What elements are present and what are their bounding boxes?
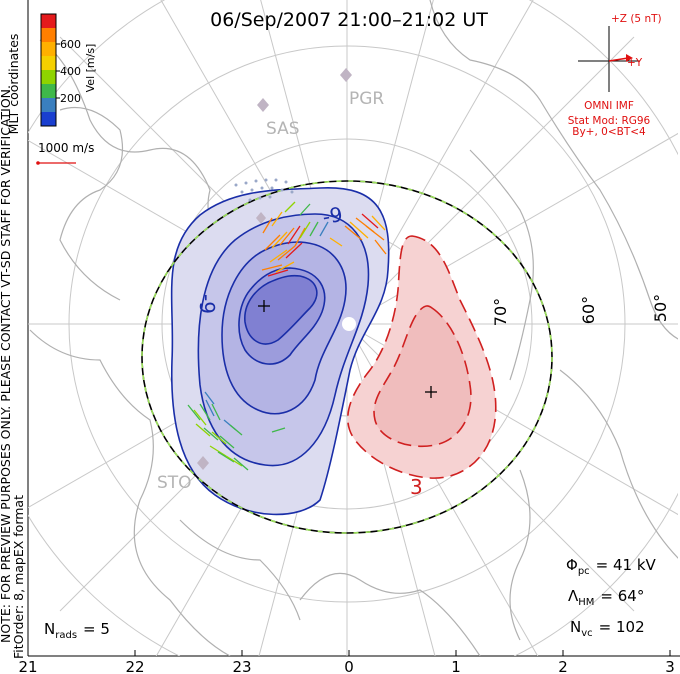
colorbar-swatch bbox=[41, 28, 56, 43]
mlt-coordinates-label: MLT coordinates bbox=[6, 34, 21, 135]
preview-note: NOTE: FOR PREVIEW PURPOSES ONLY. PLEASE … bbox=[0, 85, 13, 643]
imf-condition: By+, 0<BT<4 bbox=[572, 126, 646, 138]
map-title: 06/Sep/2007 21:00–21:02 UT bbox=[210, 9, 488, 31]
n-vc-sub: vc bbox=[581, 628, 592, 639]
colorbar-swatch bbox=[41, 98, 56, 113]
lambda-hm-stat: ΛHM = 64° bbox=[568, 587, 644, 608]
station-label-pgr: PGR bbox=[349, 89, 384, 109]
lambda-hm-value: = 64° bbox=[600, 587, 644, 605]
latitude-label-70: 70° bbox=[491, 298, 510, 326]
n-vc-value: = 102 bbox=[599, 618, 645, 636]
station-label-sto: STO bbox=[157, 473, 192, 493]
colorbar-tick-600: 600 bbox=[60, 38, 81, 51]
colorbar-swatch bbox=[41, 56, 56, 71]
n-rads-symbol: N bbox=[44, 620, 55, 638]
velocity-vectors-north bbox=[261, 201, 387, 277]
station-markers bbox=[197, 68, 352, 470]
imf-stat-mod: Stat Mod: RG96 bbox=[568, 115, 651, 127]
mlt-tick-label: 0 bbox=[344, 658, 354, 674]
pole-marker bbox=[342, 317, 356, 331]
fit-order-note: FitOrder: 8, mapEX format bbox=[11, 495, 26, 659]
phi-pc-value: = 41 kV bbox=[596, 556, 657, 574]
vector-origin-dots bbox=[234, 178, 294, 202]
velocity-scale-label: 1000 m/s bbox=[38, 141, 94, 155]
hm-boundary-dashed bbox=[141, 180, 553, 534]
imf-y-label: +Y bbox=[627, 57, 643, 69]
n-rads-stat: Nrads = 5 bbox=[44, 620, 110, 641]
colorbar-swatch bbox=[41, 84, 56, 99]
positive-potential-cell bbox=[347, 235, 497, 479]
contour-label-negative-2: -9 bbox=[195, 294, 219, 314]
lambda-hm-sub: HM bbox=[578, 597, 594, 608]
imf-indicator: +Z (5 nT) +Y OMNI IMF Stat Mod: RG96 By+… bbox=[568, 13, 662, 138]
contour-label-positive: 3 bbox=[410, 475, 423, 499]
colorbar-swatch bbox=[41, 42, 56, 57]
phi-pc-stat: Φpc = 41 kV bbox=[566, 556, 657, 577]
colorbar-swatch bbox=[41, 112, 56, 127]
mlt-tick-label: 1 bbox=[451, 658, 461, 674]
mlt-tick-label: 3 bbox=[665, 658, 675, 674]
mlt-tick-label: 22 bbox=[125, 658, 144, 674]
mlt-tick-label: 23 bbox=[232, 658, 251, 674]
mlt-axis: 21 22 23 0 1 2 3 bbox=[18, 650, 675, 674]
n-rads-sub: rads bbox=[55, 630, 77, 641]
latitude-label-60: 60° bbox=[579, 296, 598, 324]
map-statistics: Φpc = 41 kV ΛHM = 64° Nvc = 102 Nrads = 5 bbox=[44, 556, 657, 641]
imf-z-label: +Z (5 nT) bbox=[611, 13, 662, 25]
velocity-vectors-southwest bbox=[187, 391, 286, 471]
n-vc-stat: Nvc = 102 bbox=[570, 618, 645, 639]
colorbar-label: Vel [m/s] bbox=[84, 44, 97, 93]
colorbar-swatch bbox=[41, 70, 56, 85]
colorbar-swatches bbox=[41, 14, 56, 127]
velocity-colorbar: 600 400 200 Vel [m/s] bbox=[40, 13, 97, 127]
station-label-sas: SAS bbox=[266, 119, 300, 139]
lambda-hm-symbol: Λ bbox=[568, 587, 579, 605]
imf-source: OMNI IMF bbox=[584, 100, 634, 112]
contour-label-negative: -9 bbox=[321, 202, 345, 229]
colorbar-swatch bbox=[41, 14, 56, 29]
velocity-scale-dot bbox=[36, 161, 40, 165]
colorbar-tick-200: 200 bbox=[60, 92, 81, 105]
phi-pc-symbol: Φ bbox=[566, 556, 578, 574]
n-vc-symbol: N bbox=[570, 618, 581, 636]
mlt-tick-label: 21 bbox=[18, 658, 37, 674]
mlt-tick-label: 2 bbox=[558, 658, 568, 674]
negative-potential-cell bbox=[170, 187, 390, 516]
phi-pc-sub: pc bbox=[578, 566, 590, 577]
n-rads-value: = 5 bbox=[83, 620, 110, 638]
latitude-label-50: 50° bbox=[651, 294, 670, 322]
colorbar-tick-400: 400 bbox=[60, 65, 81, 78]
